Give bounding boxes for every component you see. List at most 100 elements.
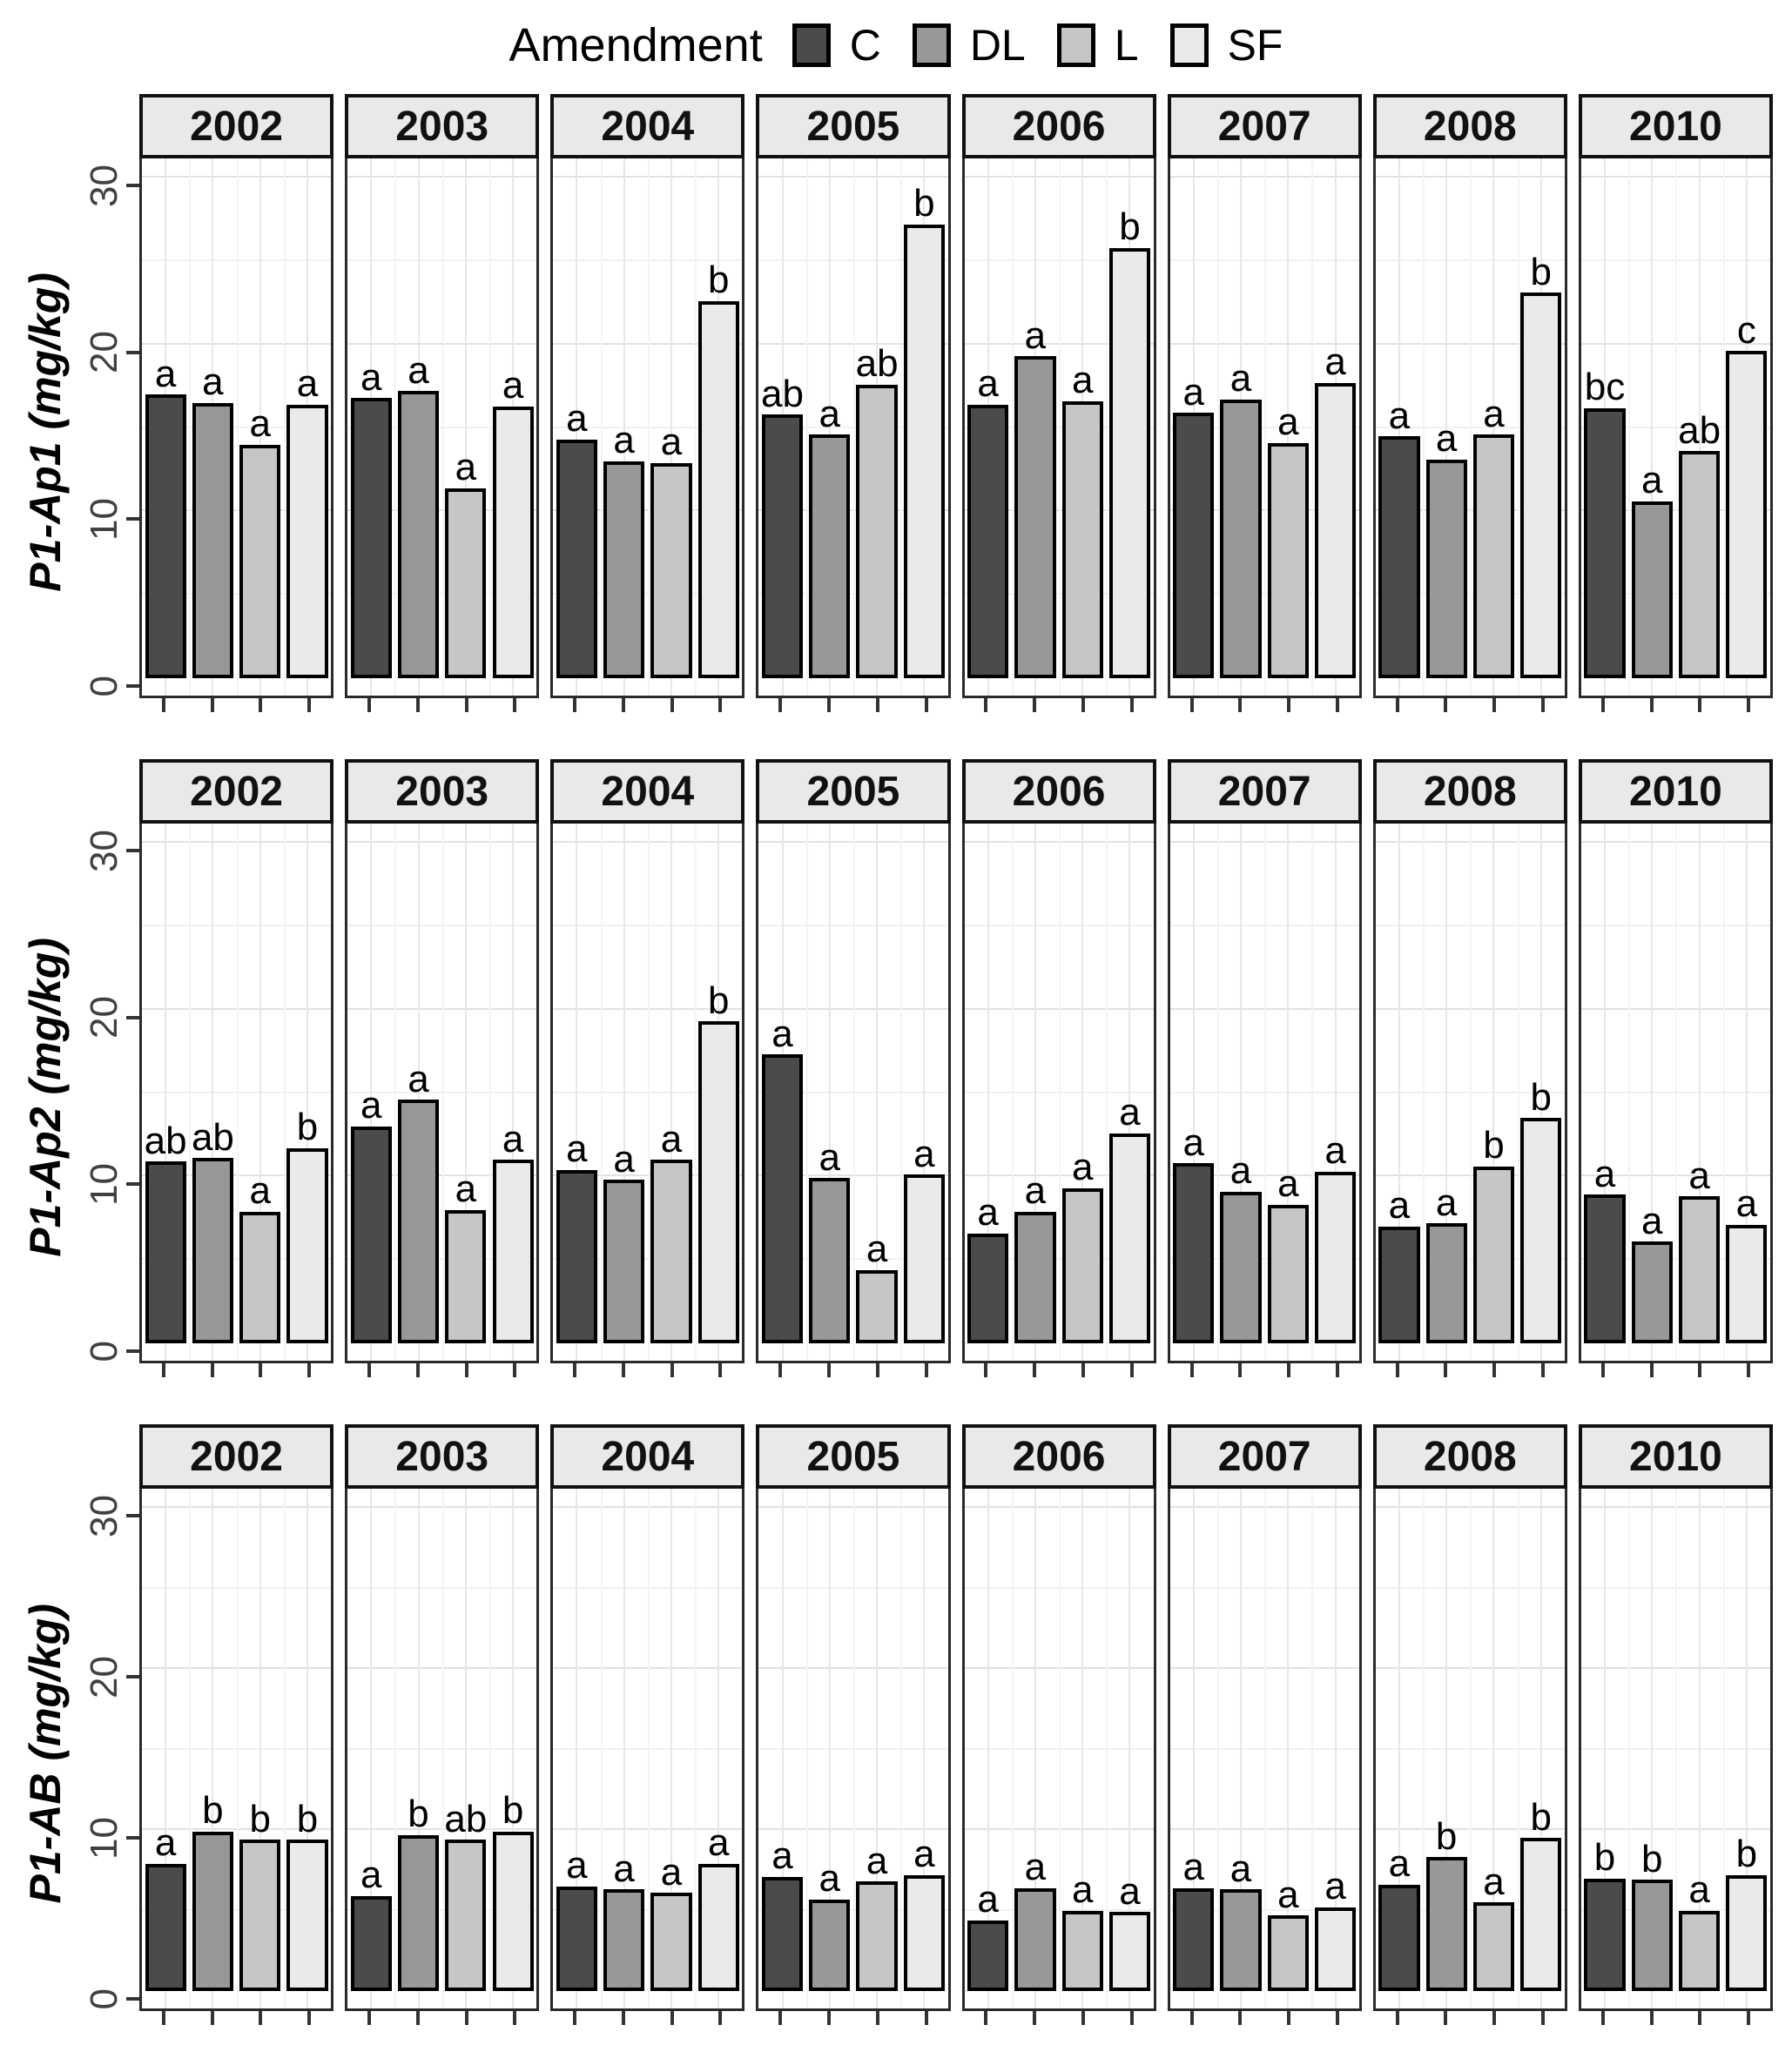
facet-panel: 2003 a b ab b bbox=[345, 1424, 540, 2035]
facet-strip: 2003 bbox=[345, 1424, 540, 1489]
facet-strip-label: 2004 bbox=[601, 1433, 695, 1480]
significance-letter: a bbox=[1071, 1146, 1094, 1189]
x-axis-tick bbox=[1033, 2011, 1037, 2025]
facet-panel: 2002 ab ab a b bbox=[139, 759, 334, 1388]
y-axis-tick bbox=[126, 1997, 139, 2001]
v-gridline bbox=[1539, 1489, 1542, 2008]
x-axis-tick bbox=[1287, 698, 1291, 712]
v-gridline-minor bbox=[1423, 824, 1425, 1361]
x-axis-tick bbox=[1238, 2011, 1243, 2025]
v-gridline-minor bbox=[1106, 158, 1108, 696]
significance-letter: a bbox=[1182, 1846, 1204, 1889]
bar bbox=[1220, 1191, 1262, 1343]
plot-area: ab ab a b bbox=[139, 824, 334, 1363]
v-gridline-minor bbox=[441, 824, 444, 1361]
bar bbox=[967, 1920, 1009, 1991]
significance-letter: a bbox=[1071, 359, 1094, 402]
v-gridline bbox=[464, 1489, 467, 2008]
v-gridline bbox=[212, 824, 214, 1361]
bar bbox=[1267, 1204, 1309, 1343]
facet-strip-label: 2007 bbox=[1217, 768, 1311, 815]
bar-group: ab bbox=[142, 1121, 189, 1343]
x-axis-tick bbox=[1600, 2011, 1605, 2025]
v-gridline-minor bbox=[283, 158, 286, 696]
bar bbox=[1631, 501, 1673, 678]
v-gridline-minor bbox=[1628, 824, 1631, 1361]
bar bbox=[492, 1160, 534, 1343]
y-axis-tick bbox=[126, 1836, 139, 1840]
significance-letter: a bbox=[819, 1857, 841, 1900]
facet-strip: 2007 bbox=[1167, 1424, 1362, 1489]
significance-letter: b bbox=[202, 1789, 224, 1833]
x-axis-tick bbox=[259, 698, 263, 712]
v-gridline bbox=[1698, 824, 1701, 1361]
significance-letter: b bbox=[1435, 1814, 1458, 1858]
v-gridline-minor bbox=[805, 158, 808, 696]
x-axis-tick bbox=[307, 2011, 312, 2025]
y-axis-title: P1-Ap1 (mg/kg) bbox=[21, 272, 70, 592]
v-gridline-minor bbox=[1470, 158, 1472, 696]
bar bbox=[1584, 407, 1626, 678]
v-gridline bbox=[512, 1489, 515, 2008]
v-gridline-minor bbox=[1470, 1489, 1472, 2008]
bar bbox=[145, 394, 186, 678]
x-axis-tick bbox=[1444, 2011, 1448, 2025]
facet-strip: 2007 bbox=[1167, 94, 1362, 158]
bar bbox=[1520, 293, 1562, 678]
bar bbox=[556, 1169, 597, 1343]
x-axis-tick bbox=[670, 1363, 674, 1377]
v-gridline bbox=[923, 1489, 926, 2008]
bar bbox=[761, 1876, 804, 1991]
v-gridline bbox=[876, 1489, 879, 2008]
significance-letter: a bbox=[202, 360, 224, 404]
bar-group: a bbox=[853, 1841, 900, 1991]
bar-group: a bbox=[442, 447, 489, 678]
bar bbox=[967, 404, 1009, 678]
x-axis-tick bbox=[984, 2011, 988, 2025]
x-axis-tick bbox=[718, 2011, 723, 2025]
x-axis-ticks bbox=[1579, 1363, 1773, 1388]
bar-group: a bbox=[1470, 394, 1517, 678]
significance-letter: a bbox=[913, 1132, 935, 1175]
v-gridline-minor bbox=[236, 1489, 239, 2008]
bar-group: a bbox=[601, 421, 648, 678]
bar bbox=[192, 402, 234, 678]
significance-letter: a bbox=[566, 1844, 588, 1887]
x-axis-ticks bbox=[1373, 698, 1567, 723]
x-axis-ticks bbox=[1168, 698, 1362, 723]
bar-group: a bbox=[284, 364, 331, 678]
v-gridline-minor bbox=[1722, 824, 1725, 1361]
bar bbox=[239, 1840, 281, 1991]
v-gridline bbox=[1081, 1489, 1084, 2008]
bar bbox=[1631, 1241, 1673, 1343]
bar bbox=[697, 1863, 739, 1991]
v-gridline-minor bbox=[1011, 1489, 1014, 2008]
v-gridline bbox=[1192, 824, 1195, 1361]
x-axis-ticks bbox=[550, 698, 744, 723]
x-axis-ticks bbox=[1373, 1363, 1567, 1388]
y-axis-tick-text: 0 bbox=[83, 1988, 125, 2010]
bar bbox=[650, 462, 692, 678]
y-axis-tick bbox=[126, 350, 139, 354]
x-axis-tick bbox=[415, 698, 420, 712]
v-gridline-minor bbox=[1628, 1489, 1631, 2008]
y-axis-tick-text: 10 bbox=[83, 497, 125, 541]
bar bbox=[856, 384, 898, 678]
x-axis-ticks bbox=[962, 698, 1156, 723]
v-gridline bbox=[259, 1489, 261, 2008]
y-axis-title: P1-AB (mg/kg) bbox=[21, 1603, 70, 1904]
v-gridline bbox=[1192, 1489, 1195, 2008]
significance-letter: a bbox=[1119, 1869, 1141, 1913]
bar bbox=[1061, 400, 1103, 678]
significance-letter: a bbox=[360, 1084, 382, 1127]
